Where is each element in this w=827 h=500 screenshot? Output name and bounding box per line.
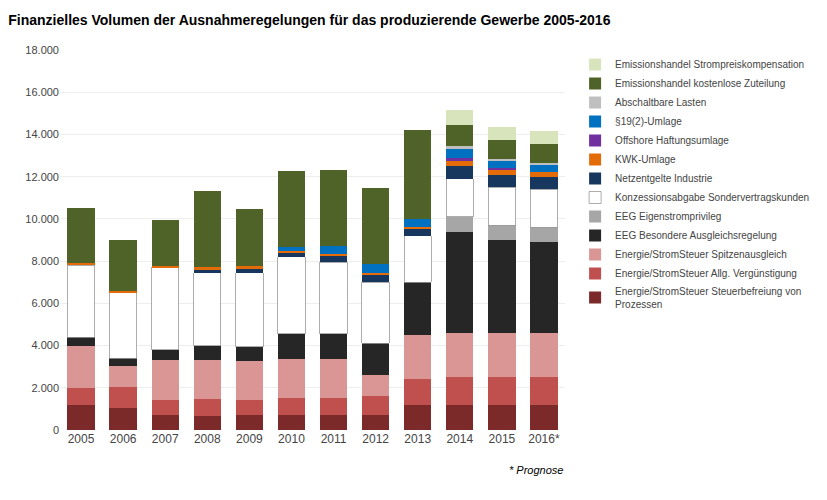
svg-text:2.000: 2.000 — [31, 382, 59, 394]
svg-text:2012: 2012 — [362, 432, 389, 446]
svg-text:EEG Eigenstromprivileg: EEG Eigenstromprivileg — [615, 211, 721, 222]
svg-text:2014: 2014 — [446, 432, 473, 446]
svg-text:2013: 2013 — [404, 432, 431, 446]
svg-text:12.000: 12.000 — [25, 171, 59, 183]
svg-text:4.000: 4.000 — [31, 339, 59, 351]
svg-text:18.000: 18.000 — [25, 44, 59, 56]
svg-text:Energie/StromSteuer Spitzenaus: Energie/StromSteuer Spitzenausgleich — [615, 249, 787, 260]
svg-text:2009: 2009 — [236, 432, 263, 446]
svg-text:14.000: 14.000 — [25, 128, 59, 140]
svg-text:2005: 2005 — [68, 432, 95, 446]
svg-text:Energie/StromSteuer Allg. Verg: Energie/StromSteuer Allg. Vergünstigung — [615, 268, 797, 279]
svg-text:Emissionshandel Strompreiskomp: Emissionshandel Strompreiskompensation — [615, 59, 804, 70]
svg-text:2008: 2008 — [194, 432, 221, 446]
svg-text:2010: 2010 — [278, 432, 305, 446]
svg-text:Emissionshandel kostenlose Zut: Emissionshandel kostenlose Zuteilung — [615, 78, 785, 89]
svg-text:Finanzielles Volumen der Ausna: Finanzielles Volumen der Ausnahmeregelun… — [8, 12, 610, 28]
svg-text:2011: 2011 — [321, 432, 347, 446]
svg-text:16.000: 16.000 — [25, 86, 59, 98]
svg-text:10.000: 10.000 — [25, 213, 59, 225]
svg-text:2007: 2007 — [152, 432, 179, 446]
svg-text:Abschaltbare Lasten: Abschaltbare Lasten — [615, 97, 706, 108]
svg-text:EEG Besondere Ausgleichsregelu: EEG Besondere Ausgleichsregelung — [615, 230, 777, 241]
svg-text:KWK-Umlage: KWK-Umlage — [615, 154, 676, 165]
svg-text:8.000: 8.000 — [31, 255, 59, 267]
svg-text:Konzessionsabgabe Sondervertra: Konzessionsabgabe Sondervertragskunden — [615, 192, 809, 203]
svg-text:* Prognose: * Prognose — [509, 464, 563, 476]
svg-text:2016*: 2016* — [528, 432, 560, 446]
svg-text:§19(2)-Umlage: §19(2)-Umlage — [615, 116, 682, 127]
svg-text:Netzentgelte Industrie: Netzentgelte Industrie — [615, 173, 713, 184]
svg-text:Offshore Haftungsumlage: Offshore Haftungsumlage — [615, 135, 729, 146]
svg-text:Energie/StromSteuer Steuerbefr: Energie/StromSteuer Steuerbefreiung vonP… — [615, 286, 801, 310]
svg-text:2015: 2015 — [489, 432, 516, 446]
svg-text:0: 0 — [53, 424, 59, 436]
svg-text:2006: 2006 — [110, 432, 137, 446]
svg-text:6.000: 6.000 — [31, 297, 59, 309]
